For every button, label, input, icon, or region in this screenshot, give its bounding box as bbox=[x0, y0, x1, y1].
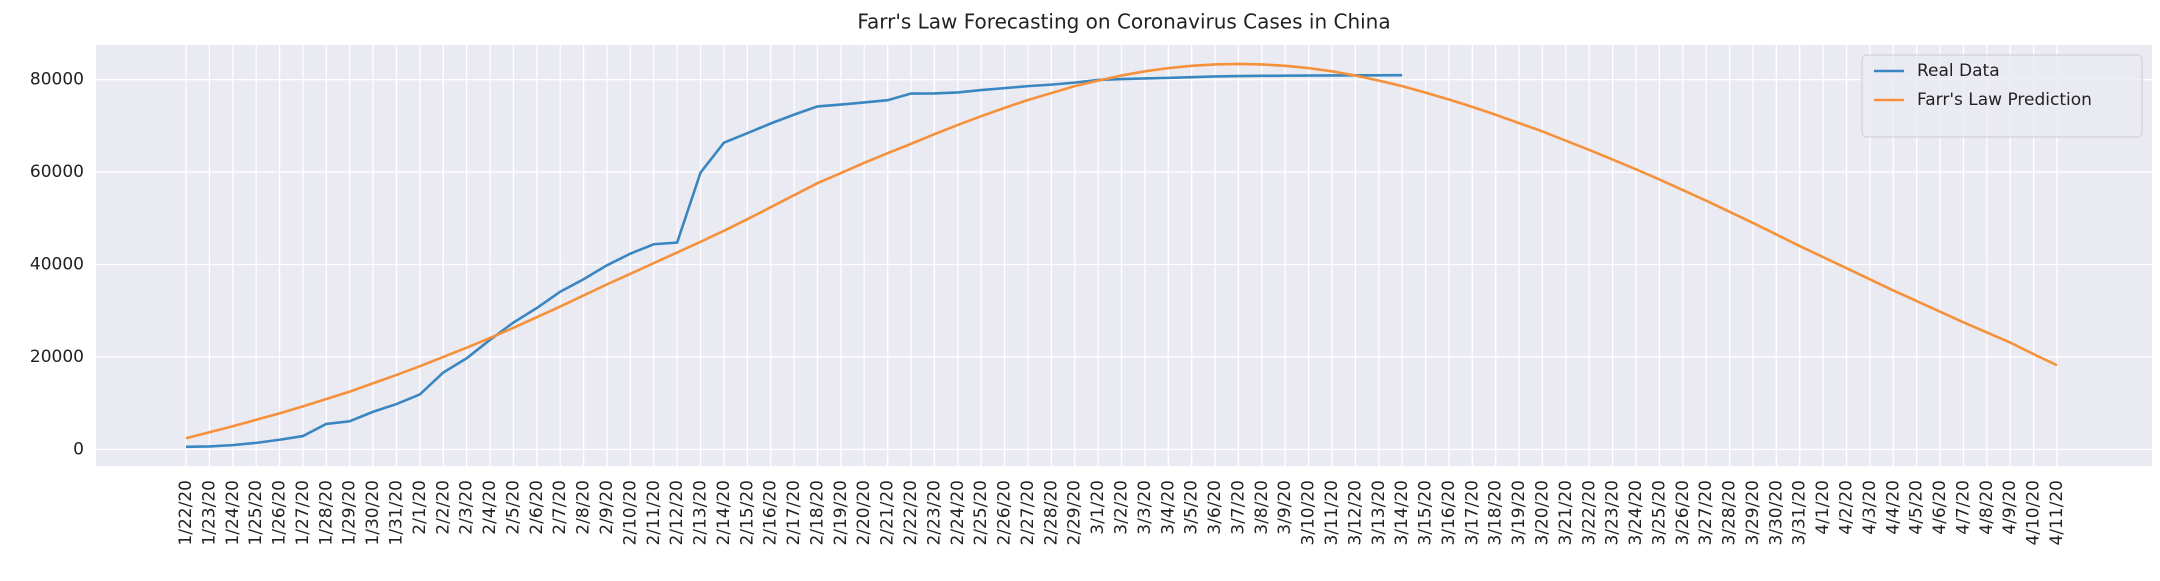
x-tick-label: 2/14/20 bbox=[714, 480, 734, 546]
x-tick-label: 2/8/20 bbox=[574, 480, 594, 535]
x-tick-label: 3/14/20 bbox=[1392, 480, 1412, 546]
x-tick-label: 2/2/20 bbox=[433, 480, 453, 535]
x-tick-label: 2/9/20 bbox=[597, 480, 617, 535]
x-tick-label: 3/15/20 bbox=[1416, 480, 1436, 546]
x-tick-label: 1/24/20 bbox=[223, 480, 243, 546]
x-tick-label: 3/28/20 bbox=[1720, 480, 1740, 546]
y-tick-label: 60000 bbox=[30, 162, 84, 182]
line-series bbox=[185, 73, 1403, 449]
x-tick-label: 3/19/20 bbox=[1509, 480, 1529, 546]
x-tick-label: 3/4/20 bbox=[1158, 480, 1178, 535]
x-tick-label: 2/10/20 bbox=[620, 480, 640, 546]
x-tick-label: 1/26/20 bbox=[270, 480, 290, 546]
legend-label: Farr's Law Prediction bbox=[1917, 90, 2092, 110]
y-tick-label: 80000 bbox=[30, 70, 84, 90]
x-tick-label: 2/5/20 bbox=[503, 480, 523, 535]
x-tick-label: 3/16/20 bbox=[1439, 480, 1459, 546]
x-tick-label: 4/2/20 bbox=[1837, 480, 1857, 535]
x-tick-label: 2/4/20 bbox=[480, 480, 500, 535]
x-tick-label: 3/25/20 bbox=[1649, 480, 1669, 546]
x-tick-label: 3/1/20 bbox=[1088, 480, 1108, 535]
x-tick-label: 3/31/20 bbox=[1790, 480, 1810, 546]
x-tick-label: 3/22/20 bbox=[1579, 480, 1599, 546]
x-tick-label: 4/10/20 bbox=[2024, 480, 2044, 546]
y-tick-label: 20000 bbox=[30, 347, 84, 367]
x-tick-label: 1/30/20 bbox=[363, 480, 383, 546]
x-tick-label: 2/23/20 bbox=[924, 480, 944, 546]
x-tick-label: 2/19/20 bbox=[831, 480, 851, 546]
x-tick-label: 3/18/20 bbox=[1486, 480, 1506, 546]
x-tick-label: 2/16/20 bbox=[761, 480, 781, 546]
x-tick-label: 3/13/20 bbox=[1369, 480, 1389, 546]
x-tick-label: 2/6/20 bbox=[527, 480, 547, 535]
x-tick-label: 2/1/20 bbox=[410, 480, 430, 535]
x-tick-label: 4/8/20 bbox=[1977, 480, 1997, 535]
x-tick-label: 2/27/20 bbox=[1018, 480, 1038, 546]
x-tick-label: 4/9/20 bbox=[2000, 480, 2020, 535]
y-tick-label: 0 bbox=[73, 439, 84, 459]
x-tick-label: 4/1/20 bbox=[1813, 480, 1833, 535]
x-tick-label: 4/11/20 bbox=[2047, 480, 2067, 546]
x-tick-label: 4/6/20 bbox=[1930, 480, 1950, 535]
x-tick-label: 3/21/20 bbox=[1556, 480, 1576, 546]
x-tick-label: 2/29/20 bbox=[1065, 480, 1085, 546]
x-tick-label: 3/27/20 bbox=[1696, 480, 1716, 546]
x-tick-label: 3/10/20 bbox=[1299, 480, 1319, 546]
x-tick-label: 1/31/20 bbox=[386, 480, 406, 546]
chart-title: Farr's Law Forecasting on Coronavirus Ca… bbox=[857, 10, 1390, 34]
x-tick-label: 1/29/20 bbox=[340, 480, 360, 546]
x-tick-label: 3/11/20 bbox=[1322, 480, 1342, 546]
x-tick-label: 3/23/20 bbox=[1603, 480, 1623, 546]
x-tick-label: 2/20/20 bbox=[854, 480, 874, 546]
x-tick-label: 3/3/20 bbox=[1135, 480, 1155, 535]
x-tick-label: 3/12/20 bbox=[1345, 480, 1365, 546]
x-tick-label: 2/12/20 bbox=[667, 480, 687, 546]
line-series bbox=[185, 62, 2058, 440]
x-tick-label: 2/24/20 bbox=[948, 480, 968, 546]
x-tick-label: 1/22/20 bbox=[176, 480, 196, 546]
legend-box bbox=[1861, 54, 2143, 138]
x-tick-label: 3/17/20 bbox=[1462, 480, 1482, 546]
x-tick-label: 3/6/20 bbox=[1205, 480, 1225, 535]
x-tick-label: 2/22/20 bbox=[901, 480, 921, 546]
x-tick-label: 4/4/20 bbox=[1883, 480, 1903, 535]
x-tick-label: 1/28/20 bbox=[316, 480, 336, 546]
x-tick-label: 2/13/20 bbox=[691, 480, 711, 546]
x-tick-label: 2/15/20 bbox=[737, 480, 757, 546]
x-tick-label: 2/11/20 bbox=[644, 480, 664, 546]
x-tick-label: 4/5/20 bbox=[1907, 480, 1927, 535]
x-tick-label: 3/8/20 bbox=[1252, 480, 1272, 535]
x-tick-label: 3/9/20 bbox=[1275, 480, 1295, 535]
x-tick-label: 3/30/20 bbox=[1766, 480, 1786, 546]
x-tick-label: 2/28/20 bbox=[1041, 480, 1061, 546]
x-tick-label: 2/25/20 bbox=[971, 480, 991, 546]
x-tick-label: 1/23/20 bbox=[199, 480, 219, 546]
x-tick-label: 2/17/20 bbox=[784, 480, 804, 546]
x-tick-label: 2/7/20 bbox=[550, 480, 570, 535]
x-tick-label: 3/29/20 bbox=[1743, 480, 1763, 546]
x-tick-label: 4/3/20 bbox=[1860, 480, 1880, 535]
legend-label: Real Data bbox=[1917, 61, 2000, 81]
y-tick-label: 40000 bbox=[30, 255, 84, 275]
x-tick-label: 3/24/20 bbox=[1626, 480, 1646, 546]
x-tick-label: 3/7/20 bbox=[1228, 480, 1248, 535]
x-tick-label: 3/26/20 bbox=[1673, 480, 1693, 546]
x-tick-label: 2/21/20 bbox=[878, 480, 898, 546]
x-tick-label: 3/5/20 bbox=[1182, 480, 1202, 535]
x-tick-label: 4/7/20 bbox=[1953, 480, 1973, 535]
x-tick-label: 2/26/20 bbox=[995, 480, 1015, 546]
x-tick-label: 2/18/20 bbox=[807, 480, 827, 546]
x-tick-label: 1/25/20 bbox=[246, 480, 266, 546]
x-tick-label: 3/20/20 bbox=[1532, 480, 1552, 546]
x-tick-label: 2/3/20 bbox=[457, 480, 477, 535]
x-tick-label: 1/27/20 bbox=[293, 480, 313, 546]
plot-area bbox=[96, 45, 2152, 466]
x-tick-label: 3/2/20 bbox=[1112, 480, 1132, 535]
